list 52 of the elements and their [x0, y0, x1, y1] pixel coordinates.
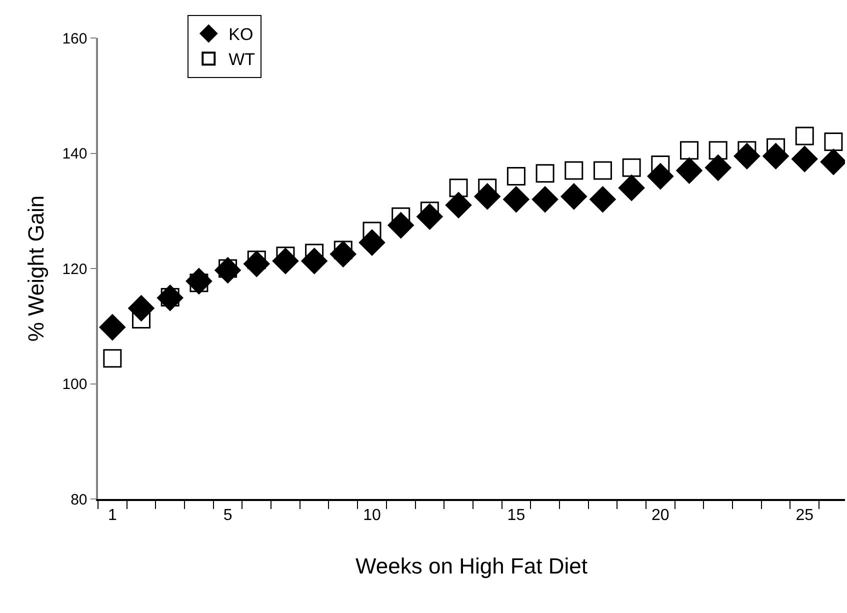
point	[103, 349, 122, 368]
x-axis-title: Weeks on High Fat Diet	[356, 553, 588, 578]
point	[244, 250, 270, 277]
y-tick-label: 100	[62, 376, 88, 393]
y-axis-title: % Weight Gain	[24, 195, 49, 342]
point	[734, 143, 760, 170]
point	[416, 204, 443, 230]
point	[590, 186, 616, 212]
x-tick-label: 10	[363, 506, 381, 524]
y-tick-label: 120	[62, 260, 88, 278]
point	[560, 183, 587, 210]
x-tick-label: 20	[652, 506, 670, 524]
point	[506, 167, 526, 186]
point	[388, 212, 414, 238]
x-tick-label: 15	[507, 506, 526, 524]
point	[128, 295, 154, 322]
x-tick-label: 1	[108, 506, 117, 524]
y-tick-label: 140	[62, 146, 88, 162]
point	[762, 143, 789, 170]
point	[272, 248, 299, 274]
point	[708, 141, 728, 160]
point	[330, 240, 356, 268]
point	[676, 157, 702, 184]
legend-label: WT	[228, 50, 256, 70]
point	[157, 284, 184, 311]
x-tick-label: 25	[796, 506, 814, 524]
point	[301, 248, 328, 274]
point	[622, 158, 641, 177]
point	[474, 183, 500, 210]
point	[536, 164, 554, 183]
point	[564, 161, 584, 180]
y-tick-label: 80	[70, 491, 88, 508]
point	[532, 186, 558, 212]
point	[824, 132, 843, 151]
point	[647, 163, 674, 190]
point	[820, 148, 845, 175]
point	[445, 192, 472, 218]
legend-label: KO	[228, 25, 254, 44]
point	[449, 178, 468, 198]
point	[792, 146, 818, 172]
point	[795, 126, 814, 146]
point	[186, 268, 212, 294]
point	[358, 229, 386, 256]
point	[705, 154, 732, 181]
point	[593, 161, 612, 180]
y-tick-label: 160	[62, 30, 88, 48]
point	[214, 257, 241, 284]
point	[680, 141, 698, 160]
point	[618, 174, 645, 201]
x-tick-label: 5	[223, 506, 232, 524]
point	[503, 186, 530, 212]
point	[99, 314, 126, 340]
